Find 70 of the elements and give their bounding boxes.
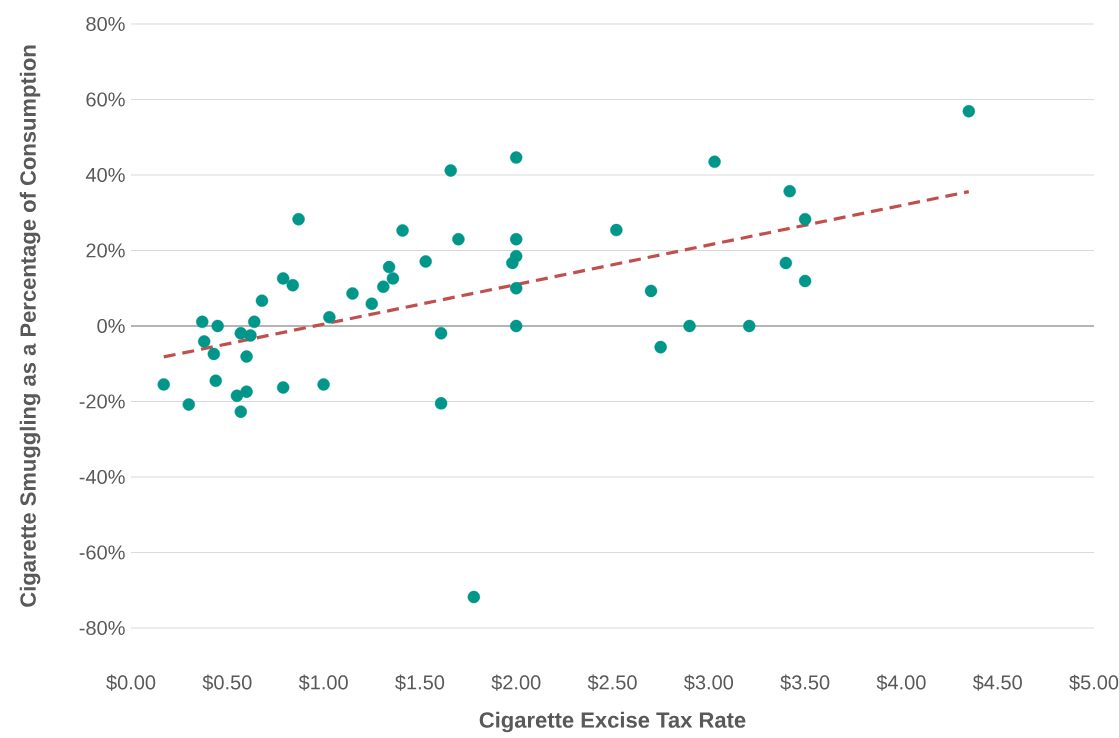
point: [654, 340, 667, 354]
point: [196, 315, 209, 329]
y-tick-label: -40%: [79, 469, 125, 485]
point: [255, 294, 269, 307]
y-tick-label: 40%: [85, 167, 125, 183]
point: [708, 155, 721, 168]
point: [244, 329, 257, 342]
point: [323, 311, 336, 324]
y-tick-label: -20%: [79, 394, 125, 409]
y-tick-label: -60%: [79, 545, 125, 560]
point: [248, 315, 261, 329]
point: [743, 319, 756, 333]
point: [157, 378, 170, 391]
x-tick-label: $1.00: [298, 674, 348, 691]
point: [198, 335, 211, 348]
point: [510, 319, 523, 333]
y-tick-label: 0%: [97, 318, 125, 334]
x-tick-label: $0.50: [202, 674, 252, 691]
y-tick-label: 20%: [86, 243, 125, 258]
y-tick-label: 80%: [86, 16, 125, 32]
point: [276, 272, 290, 285]
x-tick-label: $2.50: [587, 674, 637, 691]
point: [346, 287, 359, 300]
point: [510, 151, 523, 164]
point: [240, 350, 253, 363]
point: [644, 284, 658, 298]
point: [683, 319, 696, 333]
point: [396, 224, 409, 237]
point: [783, 185, 796, 198]
y-tick-label: 60%: [86, 92, 125, 107]
point: [377, 280, 390, 293]
y-axis-title: Cigarette Smuggling as a Percentage of Consumption: [19, 45, 41, 607]
point: [444, 164, 457, 177]
x-tick-label: $0.00: [106, 674, 156, 691]
point: [798, 274, 812, 288]
point: [798, 212, 812, 226]
x-tick-label: $1.50: [395, 674, 445, 691]
x-tick-label: $2.00: [491, 674, 541, 691]
point: [610, 223, 623, 237]
point: [962, 104, 976, 118]
x-tick-label: $5.00: [1069, 674, 1119, 691]
point: [510, 282, 523, 295]
x-tick-label: $4.00: [876, 674, 926, 691]
point: [506, 256, 519, 270]
point: [234, 405, 247, 418]
point: [240, 385, 253, 398]
point: [434, 326, 448, 340]
point: [211, 319, 224, 333]
point: [230, 389, 244, 403]
point: [452, 232, 465, 246]
x-tick-label: $3.50: [780, 674, 830, 691]
point: [209, 374, 222, 387]
point: [286, 279, 299, 292]
y-tick-label: -80%: [79, 620, 125, 636]
point: [510, 232, 523, 246]
point: [386, 272, 400, 285]
x-tick-label: $4.50: [972, 674, 1022, 691]
point: [382, 260, 396, 274]
point: [276, 381, 290, 394]
point: [365, 297, 378, 310]
point: [182, 398, 195, 411]
point: [467, 590, 481, 604]
point: [207, 347, 221, 361]
x-tick-label: $3.00: [684, 674, 734, 691]
point: [317, 378, 330, 391]
point: [434, 397, 448, 410]
point: [779, 256, 793, 270]
point: [419, 255, 432, 268]
x-axis-title: Cigarette Excise Tax Rate: [479, 711, 746, 733]
point: [292, 212, 305, 226]
